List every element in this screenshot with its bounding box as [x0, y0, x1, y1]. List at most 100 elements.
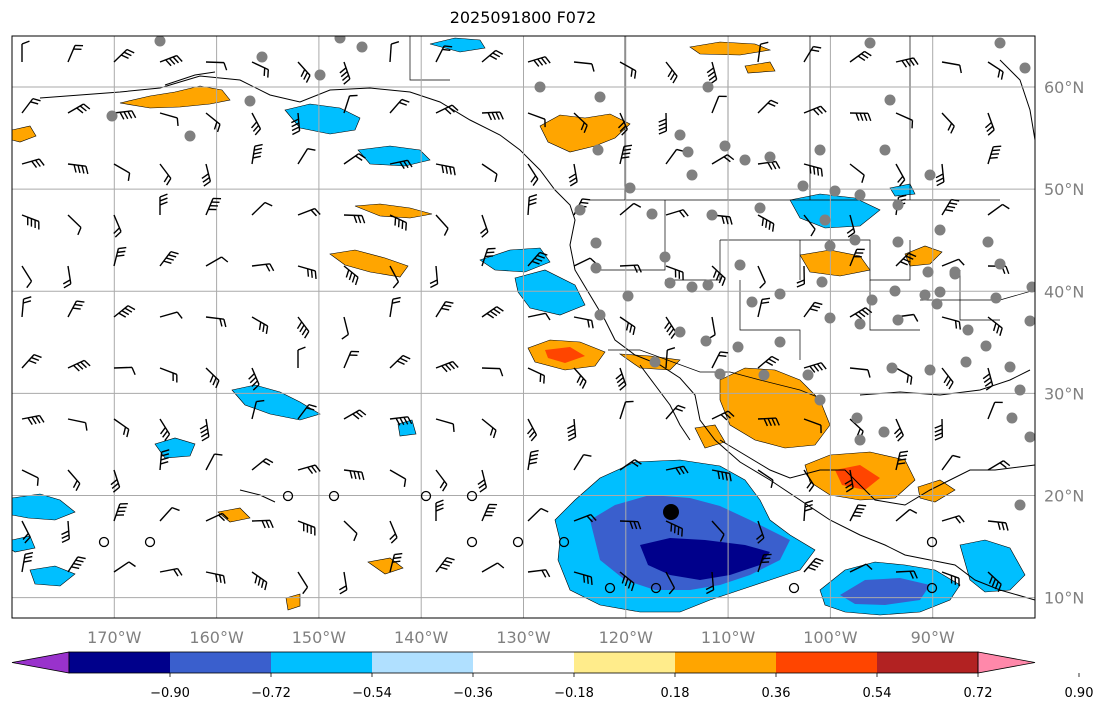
coastline — [164, 71, 216, 86]
wind-barb — [987, 203, 1010, 216]
wind-barb — [895, 367, 913, 385]
wind-barb — [201, 163, 212, 187]
wind-barb — [343, 409, 367, 420]
wind-barb — [389, 98, 410, 114]
station-marker — [824, 240, 836, 252]
wind-barb — [159, 367, 178, 383]
station-marker — [758, 369, 770, 381]
station-marker — [854, 189, 866, 201]
wind-barb — [113, 366, 136, 375]
wind-barb — [296, 316, 310, 339]
station-marker — [314, 69, 326, 81]
wind-barb — [568, 163, 578, 187]
wind-barb — [159, 193, 168, 215]
positive-anomaly-area — [217, 507, 251, 523]
negative-anomaly-area — [12, 535, 36, 553]
station-marker — [864, 37, 876, 49]
wind-barb — [113, 163, 131, 182]
wind-barb — [435, 469, 448, 492]
wind-barb — [573, 61, 595, 72]
wind-barb — [389, 214, 408, 231]
wind-barb — [481, 49, 504, 63]
station-marker — [1019, 62, 1031, 74]
wind-barb — [895, 112, 914, 129]
colorbar-tick-label: −0.90 — [150, 686, 190, 701]
station-marker — [732, 341, 744, 353]
station-marker — [686, 169, 698, 181]
wind-barb — [803, 301, 823, 318]
wind-barb — [665, 520, 684, 537]
station-marker — [980, 340, 992, 352]
station-marker — [866, 294, 878, 306]
wind-barb — [435, 45, 453, 63]
coastline — [859, 369, 1031, 396]
wind-barb — [21, 520, 31, 544]
wind-barb — [664, 316, 677, 339]
latitude-axis: 60°N 50°N 40°N 30°N 20°N 10°N — [1044, 78, 1084, 608]
wind-barb — [573, 112, 588, 133]
wind-barb — [941, 61, 962, 74]
wind-barb — [895, 163, 906, 187]
negative-anomaly-area — [479, 247, 551, 273]
wind-barb — [711, 351, 729, 369]
shaded-field-layer — [12, 37, 1026, 616]
wind-barb — [159, 311, 183, 319]
calm-wind-marker — [466, 536, 478, 548]
colorbar-tick-label: −0.72 — [251, 686, 291, 701]
negative-anomaly-area — [284, 103, 361, 135]
wind-barb — [251, 263, 275, 272]
wind-barb — [297, 520, 316, 536]
station-marker — [949, 266, 961, 278]
colorbar-segment — [877, 652, 979, 673]
wind-barb — [113, 305, 136, 318]
station-marker — [994, 258, 1006, 270]
calm-wind-marker — [926, 582, 938, 594]
station-marker — [919, 289, 931, 301]
colorbar: −0.90 −0.72 −0.54 −0.36 −0.18 0.18 0.36 0.54 0.7… — [11, 651, 1093, 701]
calm-wind-marker — [558, 536, 570, 548]
border-line — [624, 36, 911, 200]
positive-anomaly-area — [367, 557, 404, 575]
wind-barb — [21, 296, 32, 318]
station-marker — [1014, 384, 1026, 396]
wind-barb — [617, 112, 628, 136]
wind-barb — [757, 214, 775, 232]
wind-barb — [982, 367, 994, 391]
wind-barb — [159, 449, 170, 471]
coastline — [639, 364, 691, 441]
wind-barb — [757, 355, 780, 369]
wind-barb — [435, 360, 459, 373]
wind-barb — [941, 515, 965, 524]
colorbar-segment — [372, 652, 474, 673]
wind-barb — [935, 163, 945, 187]
wind-barb — [199, 418, 210, 442]
station-marker — [814, 394, 826, 406]
wind-barb — [527, 194, 538, 216]
colorbar-segment — [170, 652, 272, 673]
negative-anomaly-area — [840, 578, 930, 605]
positive-anomaly-area — [539, 113, 631, 153]
wind-barb — [527, 367, 546, 384]
longitude-tick-label: 110°W — [701, 628, 756, 647]
station-marker — [706, 209, 718, 221]
wind-barb — [343, 350, 360, 369]
station-marker — [829, 185, 841, 197]
wind-barb — [527, 56, 551, 67]
wind-barb — [481, 562, 505, 573]
wind-barb — [796, 265, 806, 288]
wind-barb — [987, 145, 1002, 165]
station-marker — [889, 285, 901, 297]
wind-barb — [205, 112, 221, 133]
station-marker — [1006, 412, 1018, 424]
wind-barb — [113, 48, 135, 63]
wind-barb — [159, 506, 180, 522]
wind-barb — [435, 499, 444, 521]
calm-wind-marker — [512, 536, 524, 548]
wind-barb — [707, 316, 716, 340]
colorbar-segment — [473, 652, 575, 673]
wind-barb — [987, 61, 1004, 80]
wind-barb — [389, 354, 411, 369]
wind-barb — [803, 214, 816, 237]
station-marker — [960, 356, 972, 368]
wind-barb — [113, 418, 130, 438]
